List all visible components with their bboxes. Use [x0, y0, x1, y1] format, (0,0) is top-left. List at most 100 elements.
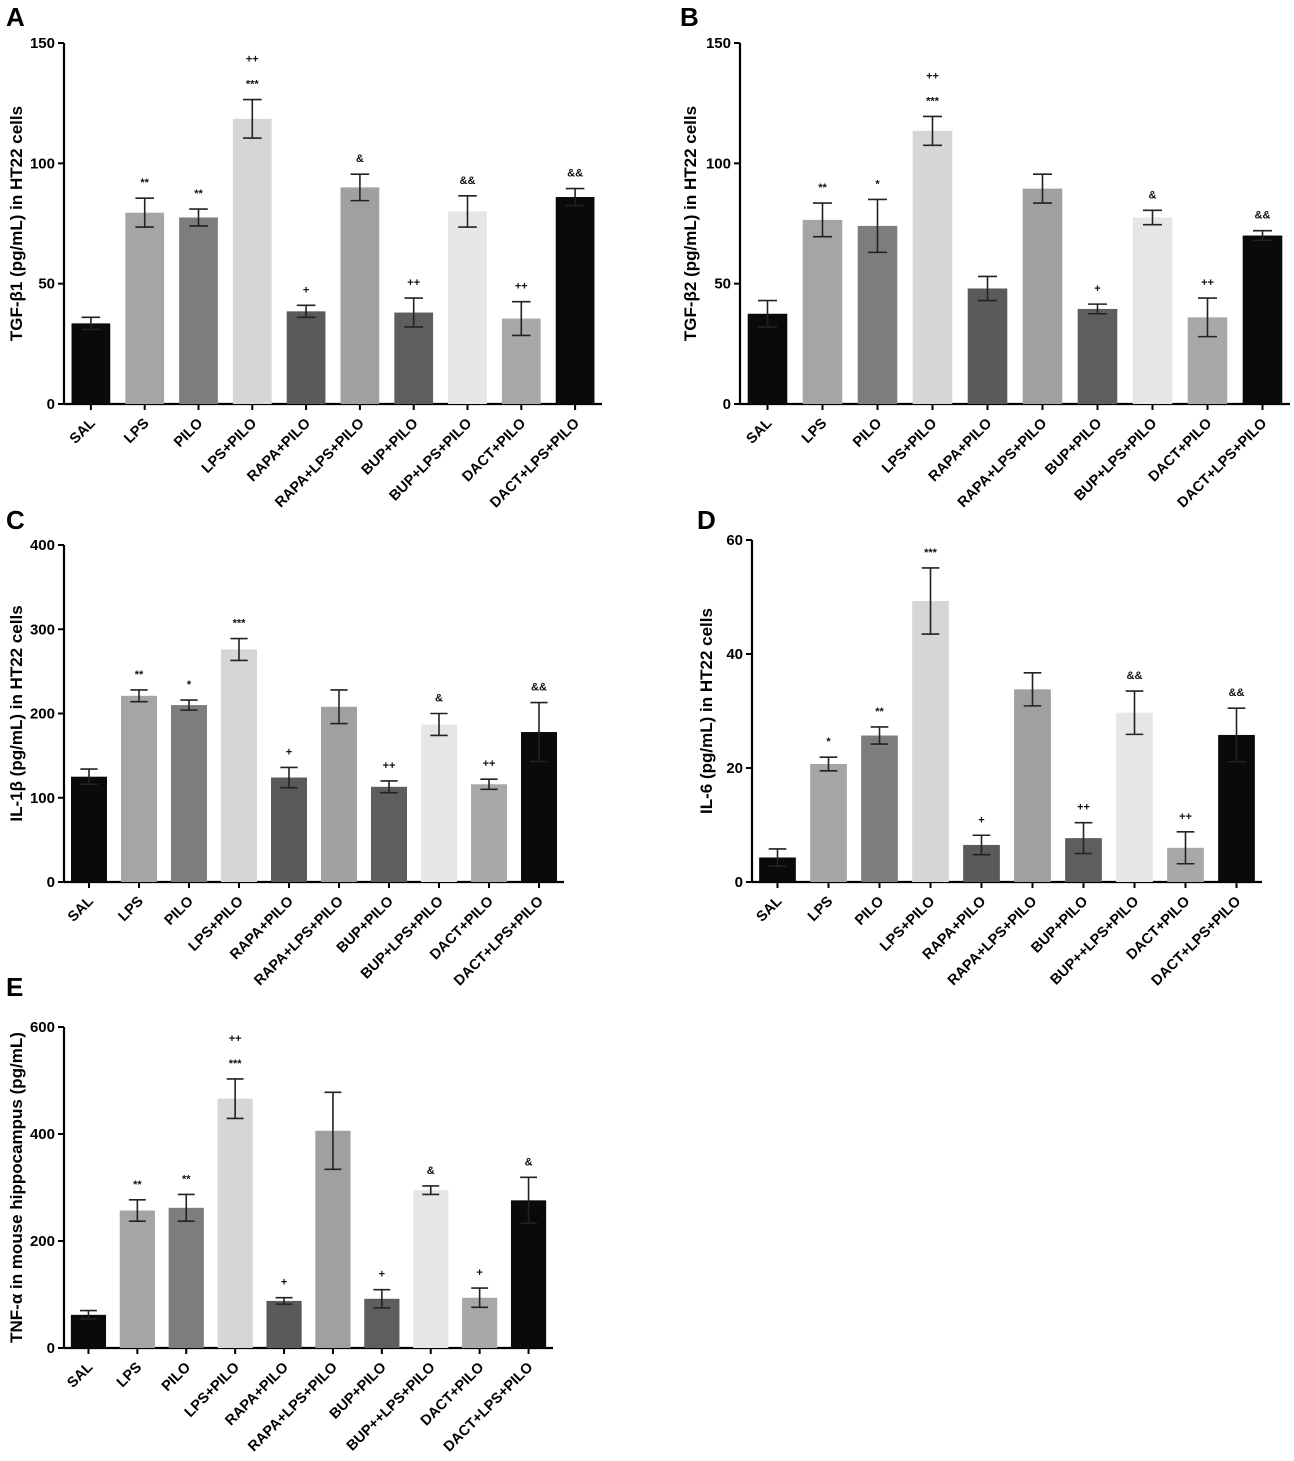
y-tick-label: 50 — [38, 276, 55, 293]
x-tick-label: DACT+LPS+PILO — [487, 416, 583, 512]
significance-label: + — [303, 284, 309, 296]
bar-rapa-lps-pilo — [1022, 188, 1063, 404]
x-tick-label: DACT+LPS+PILO — [1149, 894, 1245, 990]
y-axis-label: TNF-α in mouse hippocampus (pg/mL) — [7, 1032, 26, 1343]
significance-label: && — [567, 168, 583, 180]
x-tick-label: LPS — [805, 893, 836, 924]
x-tick-label: RAPA+LPS+PILO — [245, 1360, 340, 1455]
significance-label: ++ — [926, 70, 939, 82]
x-tick-label: PILO — [850, 416, 885, 451]
bar-dact-lps-pilo — [510, 1200, 547, 1348]
chart-panel-a: A TGF-β1 (pg/mL) in HT22 cells 0 50 100 150 SA… — [6, 2, 602, 511]
significance-label: ++ — [515, 281, 528, 293]
y-tick-label: 400 — [30, 537, 55, 554]
x-tick-label: PILO — [159, 1360, 194, 1395]
significance-label: && — [1229, 687, 1245, 699]
significance-label: && — [531, 682, 547, 694]
y-tick-label: 0 — [47, 396, 55, 413]
significance-label: + — [476, 1267, 482, 1279]
bar-lps-pilo — [912, 130, 953, 405]
bar-bup-pilo — [394, 312, 434, 404]
bar-sal — [71, 776, 107, 882]
bar-rapa-lps-pilo — [1014, 689, 1051, 882]
x-tick-label: PILO — [852, 894, 887, 929]
bar-dact-lps-pilo — [1242, 235, 1283, 404]
y-tick-label: 100 — [706, 155, 731, 172]
significance-label: && — [460, 175, 476, 187]
panel-letter: A — [6, 2, 25, 32]
y-tick-label: 150 — [706, 35, 731, 52]
y-tick-label: 400 — [30, 1126, 55, 1143]
x-tick-label: BUP++LPS+PILO — [344, 1360, 439, 1455]
y-tick-label: 300 — [30, 621, 55, 638]
significance-label: *** — [246, 79, 260, 91]
panel-letter: D — [697, 505, 716, 535]
bar-lps-pilo — [221, 649, 257, 882]
significance-label: & — [356, 153, 364, 165]
x-tick-label: RAPA+LPS+PILO — [251, 894, 346, 989]
y-tick-label: 100 — [30, 790, 55, 807]
x-tick-label: BUP++LPS+PILO — [1048, 894, 1143, 989]
y-tick-label: 60 — [726, 532, 743, 549]
significance-label: + — [1094, 283, 1100, 295]
bar-bup--lps-pilo — [1116, 712, 1153, 882]
x-tick-label: PILO — [171, 416, 206, 451]
significance-label: + — [379, 1269, 385, 1281]
y-tick-label: 200 — [30, 1233, 55, 1250]
bar-lps — [125, 212, 165, 404]
bar-lps — [802, 219, 843, 404]
bar-rapa-pilo — [286, 311, 326, 404]
significance-label: & — [427, 1165, 435, 1177]
significance-label: ++ — [1201, 277, 1214, 289]
x-tick-label: LPS — [121, 415, 152, 446]
bar-rapa-pilo — [271, 777, 307, 882]
y-tick-label: 100 — [30, 155, 55, 172]
significance-label: ++ — [407, 277, 420, 289]
significance-label: ** — [182, 1173, 191, 1185]
bar-sal — [70, 1314, 107, 1348]
y-tick-label: 0 — [723, 396, 731, 413]
significance-label: ++ — [483, 758, 496, 770]
y-tick-label: 0 — [47, 1340, 55, 1357]
bar-pilo — [179, 217, 218, 404]
bar-dact-lps-pilo — [555, 197, 595, 404]
x-tick-label: SAL — [744, 415, 776, 447]
chart-panel-c: C IL-1β (pg/mL) in HT22 cells 0 100 200 300 40… — [6, 505, 564, 989]
bar-sal — [747, 313, 788, 404]
chart-panel-e: E TNF-α in mouse hippocampus (pg/mL) 0 200 4… — [6, 972, 553, 1455]
y-axis-label: TGF-β2 (pg/mL) in HT22 cells — [681, 106, 700, 341]
significance-label: ** — [194, 188, 203, 200]
significance-label: ** — [818, 182, 827, 194]
bar-bup-lps-pilo — [1132, 217, 1173, 404]
y-axis-label: IL-6 (pg/mL) in HT22 cells — [697, 608, 716, 814]
y-tick-label: 20 — [726, 760, 743, 777]
bar-lps-pilo — [217, 1098, 253, 1348]
bar-rapa-pilo — [967, 288, 1008, 404]
significance-label: & — [435, 693, 443, 705]
y-tick-label: 600 — [30, 1019, 55, 1036]
significance-label: ** — [875, 706, 884, 718]
y-tick-label: 0 — [47, 874, 55, 891]
y-tick-label: 0 — [735, 874, 743, 891]
significance-label: && — [1255, 210, 1271, 222]
bar-pilo — [168, 1207, 204, 1348]
bar-bup--lps-pilo — [413, 1190, 449, 1348]
x-tick-label: RAPA+LPS+PILO — [945, 894, 1040, 989]
bar-bup-lps-pilo — [448, 211, 487, 404]
y-tick-label: 200 — [30, 706, 55, 723]
bar-bup-pilo — [1077, 308, 1118, 404]
significance-label: *** — [926, 95, 940, 107]
significance-label: ** — [133, 1179, 142, 1191]
x-tick-label: SAL — [65, 893, 97, 925]
bar-dact-pilo — [471, 784, 507, 882]
x-tick-label: SAL — [754, 893, 786, 925]
y-tick-label: 40 — [726, 646, 743, 663]
bar-pilo — [861, 735, 898, 882]
x-tick-label: LPS — [114, 1359, 145, 1390]
significance-label: ++ — [383, 760, 396, 772]
significance-label: ** — [140, 177, 149, 189]
x-tick-label: DACT+LPS+PILO — [441, 1360, 537, 1456]
significance-label: & — [525, 1156, 533, 1168]
significance-label: * — [875, 178, 880, 190]
